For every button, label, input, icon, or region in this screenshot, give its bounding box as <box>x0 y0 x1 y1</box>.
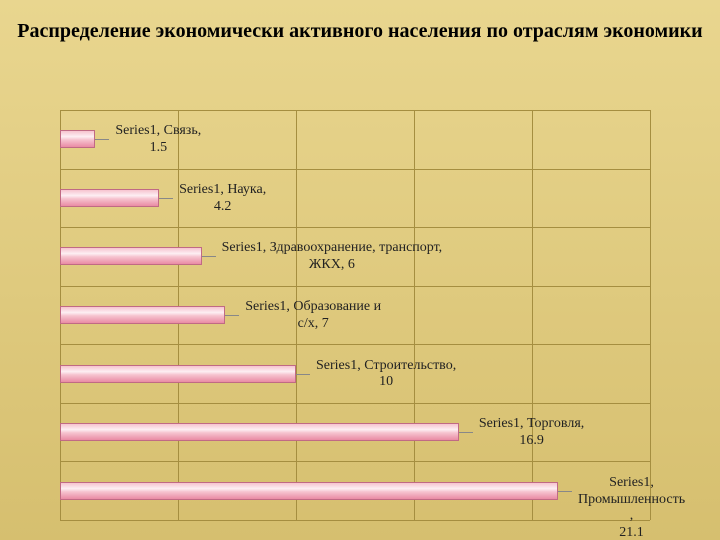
category-line <box>60 227 650 228</box>
category-line <box>60 403 650 404</box>
leader-line <box>296 374 310 375</box>
category-line <box>60 344 650 345</box>
bar <box>60 247 202 265</box>
bar <box>60 306 225 324</box>
category-line <box>60 286 650 287</box>
leader-line <box>558 491 572 492</box>
bar-label: Series1, Образование и с/х, 7 <box>245 299 381 333</box>
bar-label: Series1, Торговля, 16.9 <box>479 416 584 450</box>
category-line <box>60 169 650 170</box>
category-line <box>60 110 650 111</box>
bar-label: Series1, Здравоохранение, транспорт, ЖКХ… <box>222 240 443 274</box>
gridline <box>532 110 533 520</box>
leader-line <box>202 256 216 257</box>
gridline <box>650 110 651 520</box>
leader-line <box>225 315 239 316</box>
leader-line <box>459 432 473 433</box>
category-line <box>60 461 650 462</box>
bar <box>60 482 558 500</box>
leader-line <box>159 198 173 199</box>
bar <box>60 130 95 148</box>
leader-line <box>95 139 109 140</box>
bar <box>60 365 296 383</box>
bar-label: Series1, Промышленность , 21.1 <box>578 475 685 540</box>
bar <box>60 423 459 441</box>
chart-title: Распределение экономически активного нас… <box>0 20 720 43</box>
chart-area: Series1, Связь, 1.5 Series1, Наука, 4.2 Se… <box>60 110 650 520</box>
bar <box>60 189 159 207</box>
bar-label: Series1, Наука, 4.2 <box>179 182 266 216</box>
gridline <box>414 110 415 520</box>
bar-label: Series1, Строительство, 10 <box>316 358 456 392</box>
bar-label: Series1, Связь, 1.5 <box>115 123 201 157</box>
slide: Распределение экономически активного нас… <box>0 0 720 540</box>
category-line <box>60 520 650 521</box>
